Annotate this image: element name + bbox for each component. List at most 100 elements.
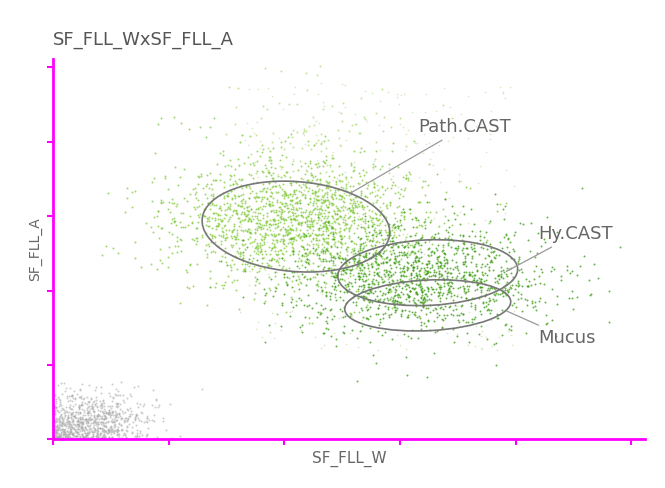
Point <box>58 417 68 425</box>
Point <box>446 278 457 286</box>
Point <box>354 251 364 259</box>
Point <box>363 289 374 297</box>
Point <box>334 206 344 214</box>
Point <box>398 264 408 271</box>
Point <box>361 229 372 237</box>
Point <box>337 254 348 262</box>
Point <box>505 281 515 289</box>
Point <box>237 131 247 139</box>
Point <box>458 310 469 318</box>
Point <box>135 400 146 407</box>
Point <box>66 423 77 431</box>
Point <box>75 415 86 423</box>
Point <box>58 425 68 432</box>
Point <box>386 248 397 256</box>
Point <box>334 220 344 228</box>
Point <box>66 421 76 429</box>
Point <box>422 287 433 295</box>
Point <box>184 284 194 292</box>
Point <box>267 292 278 300</box>
Point <box>265 328 276 336</box>
Point <box>338 224 349 232</box>
Point <box>459 287 469 295</box>
Point <box>227 195 237 203</box>
Point <box>96 405 106 412</box>
Point <box>213 223 224 230</box>
Point <box>281 227 291 235</box>
Point <box>368 200 379 207</box>
Point <box>503 325 514 333</box>
Point <box>305 171 316 179</box>
Point <box>509 255 519 263</box>
Point <box>245 215 255 223</box>
Point <box>274 254 285 262</box>
Point <box>299 125 309 133</box>
Point <box>66 392 77 400</box>
Point <box>446 244 457 251</box>
Point <box>442 269 452 277</box>
Point <box>458 272 468 280</box>
Point <box>422 251 433 259</box>
Point <box>355 172 366 180</box>
Point <box>422 283 432 291</box>
Point <box>89 426 100 433</box>
Point <box>279 207 289 215</box>
Point <box>394 298 404 305</box>
Point <box>356 189 366 197</box>
Point <box>297 328 308 336</box>
Point <box>407 237 418 244</box>
Point <box>194 173 204 181</box>
Point <box>297 321 308 328</box>
Point <box>73 421 84 429</box>
Point <box>508 245 519 253</box>
Point <box>327 310 337 318</box>
Point <box>74 430 84 438</box>
Point <box>390 303 400 311</box>
Point <box>115 416 126 424</box>
Point <box>74 434 84 442</box>
Point <box>449 338 460 346</box>
Point <box>153 120 164 127</box>
Point <box>79 429 90 437</box>
Point <box>485 316 496 324</box>
Point <box>65 424 75 432</box>
Point <box>233 201 243 209</box>
Point <box>340 186 350 194</box>
Point <box>433 273 444 281</box>
Point <box>371 147 382 155</box>
Point <box>368 164 378 172</box>
Point <box>207 200 217 207</box>
Point <box>368 275 378 283</box>
Point <box>64 434 74 442</box>
Point <box>267 202 277 209</box>
Point <box>349 257 360 264</box>
Point <box>256 198 267 205</box>
Point <box>584 276 595 284</box>
Point <box>474 233 485 241</box>
Point <box>327 212 337 220</box>
Point <box>225 200 235 208</box>
Point <box>63 432 74 440</box>
Point <box>399 251 410 259</box>
Point <box>268 176 279 184</box>
Point <box>358 252 369 260</box>
Point <box>391 226 402 234</box>
Point <box>462 134 473 142</box>
Point <box>99 432 110 440</box>
Point <box>480 280 491 288</box>
Point <box>267 206 278 214</box>
Point <box>265 250 275 258</box>
Point <box>388 292 399 300</box>
Point <box>322 161 332 169</box>
Point <box>160 172 171 180</box>
Point <box>399 208 410 216</box>
Point <box>220 210 231 218</box>
Point <box>269 319 280 326</box>
Point <box>551 228 562 236</box>
Point <box>221 191 232 199</box>
Point <box>395 185 406 193</box>
Point <box>223 204 234 212</box>
Point <box>251 249 262 257</box>
Point <box>330 273 340 281</box>
Point <box>303 223 313 230</box>
